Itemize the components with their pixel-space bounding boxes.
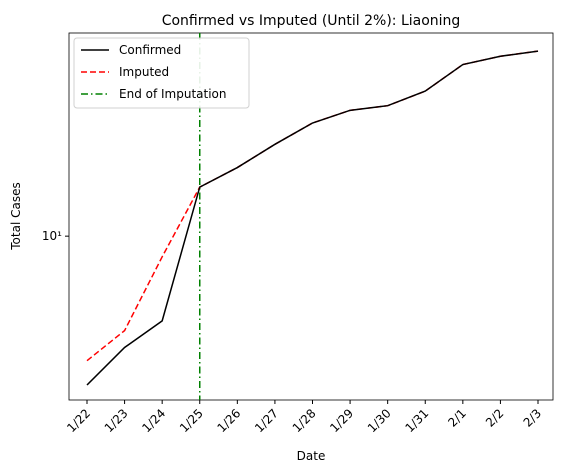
x-tick-label: 2/2 — [483, 406, 507, 430]
legend-label: Imputed — [119, 65, 169, 79]
x-tick-label: 1/25 — [177, 406, 206, 435]
legend-box — [73, 37, 250, 109]
y-axis-label: Total Cases — [9, 182, 23, 250]
x-tick-label: 1/30 — [365, 406, 394, 435]
series-line — [86, 50, 539, 386]
x-tick-label: 1/24 — [139, 406, 168, 435]
chart-title: Confirmed vs Imputed (Until 2%): Liaonin… — [162, 13, 461, 29]
x-tick-label: 1/22 — [64, 406, 93, 435]
series-line — [86, 50, 539, 362]
legend: Confirmed Imputed End of Imputation — [73, 37, 250, 109]
x-tick-label: 2/1 — [445, 406, 469, 430]
legend-label: End of Imputation — [119, 87, 227, 101]
legend-label: Confirmed — [119, 43, 181, 57]
x-axis-label: Date — [297, 449, 326, 463]
y-tick-label: 10¹ — [42, 229, 62, 243]
x-tick-label: 1/29 — [327, 406, 356, 435]
x-tick-label: 1/28 — [290, 406, 319, 435]
x-tick-label: 2/3 — [521, 406, 545, 430]
x-tick-label: 1/31 — [402, 406, 431, 435]
plot-frame — [68, 32, 554, 401]
x-tick-label: 1/26 — [214, 406, 243, 435]
x-tick-label: 1/23 — [102, 406, 131, 435]
x-tick-label: 1/27 — [252, 406, 281, 435]
